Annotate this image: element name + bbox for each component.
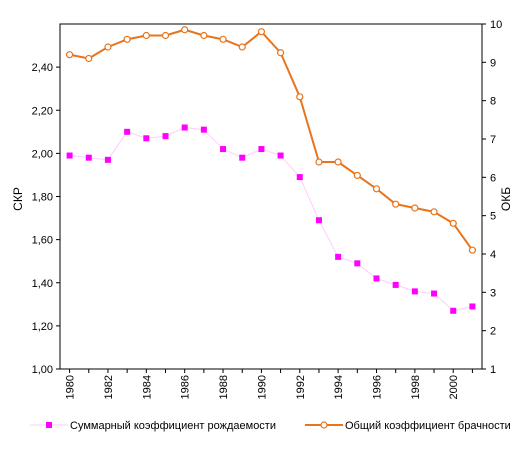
x-tick-label: 1986 — [180, 375, 192, 399]
legend-label-tfr: Суммарный коэффициент рождаемости — [70, 420, 276, 432]
y-tick-label: 1,00 — [32, 364, 53, 376]
y2-tick-label: 1 — [490, 364, 496, 376]
legend-swatch-marker-tfr — [46, 422, 52, 428]
data-point-marriage — [142, 31, 150, 40]
data-point-marriage — [353, 171, 361, 180]
data-point-tfr — [66, 152, 73, 159]
data-point-tfr — [335, 253, 342, 260]
data-point-marriage — [123, 35, 131, 43]
y-tick-label: 1,60 — [32, 235, 53, 247]
data-point-marriage — [276, 49, 285, 57]
data-point-tfr — [258, 146, 265, 153]
y2-tick-label: 8 — [490, 96, 496, 108]
plot-area-border — [59, 23, 483, 370]
data-point-tfr — [143, 135, 150, 142]
legend-item-marriage: Общий коэффициент брачности — [305, 420, 511, 432]
x-tick-label: 2000 — [448, 375, 460, 399]
ticks-layer: 1980 1982 1984 1986 1988 1990 1992 1994 1996 1998… — [32, 19, 503, 399]
x-tick-label: 1984 — [141, 375, 153, 399]
data-point-tfr — [373, 275, 380, 282]
y2-tick-label: 5 — [490, 211, 496, 223]
y2-tick-label: 6 — [490, 172, 496, 184]
data-point-marriage — [238, 43, 246, 51]
x-tick-label: 1996 — [372, 375, 384, 399]
series-line-tfr — [69, 127, 473, 312]
series-line-marriage — [69, 28, 474, 251]
y-tick-label: 1,40 — [32, 278, 53, 290]
data-point-tfr — [450, 307, 457, 314]
data-point-tfr — [181, 124, 188, 131]
data-point-marriage — [449, 219, 457, 227]
data-point-marriage — [85, 54, 93, 63]
data-point-tfr — [85, 154, 92, 161]
x-tick-label: 1988 — [218, 375, 230, 399]
y2-tick-label: 3 — [490, 287, 496, 299]
legend-swatch-marker-marriage — [320, 421, 328, 429]
data-point-tfr — [162, 133, 169, 140]
y-tick-label: 1,80 — [32, 192, 53, 204]
y2-axis-label: ОКБ — [499, 187, 513, 211]
series-layer — [65, 26, 477, 314]
data-point-marriage — [334, 158, 342, 166]
y-axis-label: СКР — [11, 187, 25, 211]
y-tick-label: 2,00 — [32, 148, 53, 160]
y-tick-label: 2,20 — [32, 105, 53, 117]
data-point-tfr — [296, 174, 303, 181]
data-point-marriage — [296, 93, 304, 101]
legend: Суммарный коэффициент рождаемости Общий … — [30, 420, 511, 432]
y2-tick-label: 4 — [490, 249, 496, 261]
y2-tick-label: 7 — [490, 134, 496, 146]
data-point-tfr — [200, 126, 207, 133]
data-point-tfr — [124, 128, 131, 135]
data-point-tfr — [220, 146, 227, 153]
y2-tick-label: 2 — [490, 326, 496, 338]
x-tick-label: 1990 — [256, 375, 268, 399]
data-point-marriage — [430, 208, 438, 216]
data-point-marriage — [468, 246, 477, 254]
plot-frame — [59, 23, 483, 370]
data-point-tfr — [315, 217, 322, 224]
data-point-marriage — [104, 43, 112, 51]
data-point-tfr — [354, 260, 361, 267]
legend-label-marriage: Общий коэффициент брачности — [345, 420, 511, 432]
data-point-tfr — [104, 156, 111, 163]
data-point-marriage — [181, 26, 189, 34]
data-point-tfr — [469, 303, 476, 310]
data-point-tfr — [431, 290, 438, 297]
data-point-marriage — [219, 35, 227, 43]
data-point-tfr — [411, 288, 418, 295]
data-point-marriage — [200, 31, 208, 40]
data-point-tfr — [392, 281, 399, 288]
data-point-tfr — [277, 152, 284, 159]
x-tick-label: 1998 — [410, 375, 422, 399]
x-tick-label: 1994 — [333, 375, 345, 399]
data-point-marriage — [65, 51, 74, 59]
y-tick-label: 1,20 — [32, 321, 53, 333]
x-tick-label: 1992 — [295, 375, 307, 399]
y2-tick-label: 9 — [490, 57, 496, 69]
data-point-tfr — [239, 154, 246, 161]
data-point-marriage — [411, 204, 419, 212]
data-point-marriage — [372, 185, 381, 193]
legend-item-tfr: Суммарный коэффициент рождаемости — [30, 420, 276, 432]
data-point-marriage — [161, 31, 170, 40]
data-point-marriage — [315, 158, 323, 166]
y2-tick-label: 10 — [490, 19, 502, 31]
data-point-marriage — [392, 200, 400, 208]
data-point-marriage — [257, 28, 266, 36]
y-tick-label: 2,40 — [32, 62, 53, 74]
x-tick-label: 1980 — [65, 375, 77, 399]
x-tick-label: 1982 — [103, 375, 115, 399]
